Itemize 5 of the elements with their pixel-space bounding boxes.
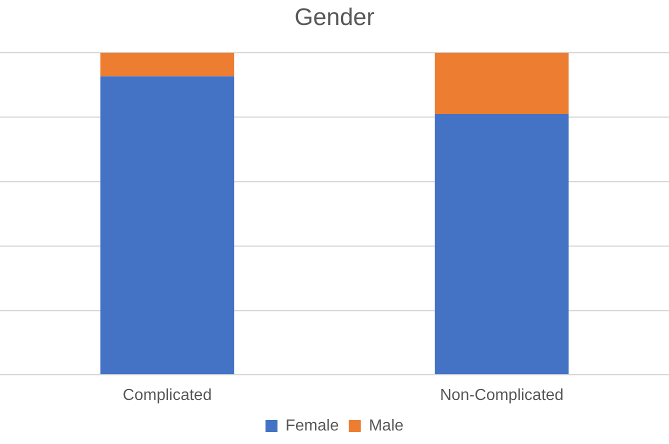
chart-title: Gender bbox=[294, 4, 375, 32]
legend-label: Male bbox=[368, 417, 404, 434]
x-tick-label: Non-Complicated bbox=[440, 386, 564, 404]
legend-label: Female bbox=[285, 417, 339, 434]
x-tick-label: Complicated bbox=[122, 386, 212, 404]
